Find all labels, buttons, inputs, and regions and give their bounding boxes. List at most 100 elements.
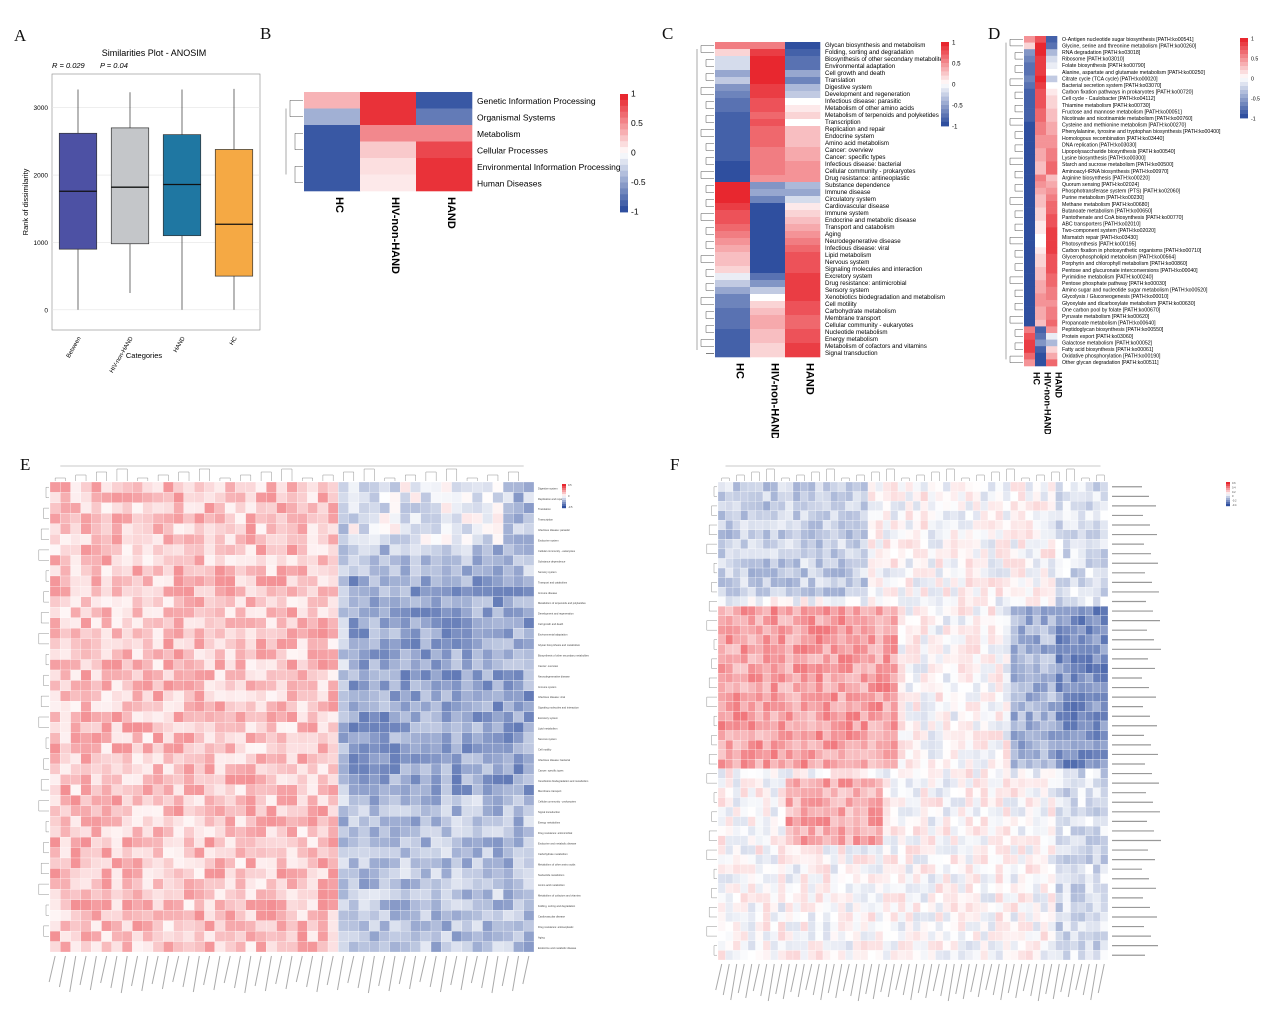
heatmap-cell (800, 491, 809, 502)
heatmap-cell (60, 795, 71, 806)
heatmap-cell (183, 711, 195, 723)
heatmap-cell (513, 513, 524, 524)
heatmap-cell (389, 722, 401, 733)
heatmap-cell (912, 816, 921, 827)
heatmap-cell (523, 586, 535, 598)
heatmap-cell (461, 889, 473, 900)
heatmap-cell (732, 864, 741, 875)
heatmap-cell (972, 711, 981, 722)
heatmap-cell (785, 182, 821, 190)
heatmap-cell (420, 513, 432, 524)
heatmap-cell (715, 133, 751, 141)
heatmap-cell (400, 899, 411, 911)
heatmap-cell (837, 730, 846, 741)
row-label: Environmental adaptation (538, 633, 568, 637)
heatmap-cell (750, 140, 786, 148)
heatmap-cell (142, 910, 154, 921)
heatmap-cell (416, 174, 473, 192)
heatmap-cell (235, 554, 246, 566)
heatmap-cell (472, 711, 483, 723)
heatmap-cell (276, 763, 287, 775)
heatmap-cell (214, 920, 226, 932)
heatmap-cell (972, 864, 981, 875)
heatmap-cell (255, 763, 267, 775)
heatmap-cell (235, 878, 246, 890)
heatmap-cell (513, 784, 524, 796)
row-label: Signal transduction (825, 350, 878, 357)
heatmap-cell (1047, 606, 1056, 616)
heatmap-cell (307, 878, 318, 890)
heatmap-cell (338, 638, 349, 650)
heatmap-cell (800, 567, 809, 578)
row-label: Glycolysis / Gluconeogenesis [PATH:ko000… (1062, 294, 1169, 300)
heatmap-cell (369, 878, 380, 890)
heatmap-cell (307, 596, 318, 608)
heatmap-cell (297, 607, 308, 618)
heatmap-cell (255, 722, 267, 733)
row-label: Replication and repair (538, 497, 563, 501)
heatmap-cell (815, 768, 824, 779)
heatmap-cell (338, 586, 349, 598)
heatmap-cell (1062, 854, 1071, 865)
heatmap-cell (1055, 567, 1064, 578)
heatmap-cell (286, 941, 298, 953)
heatmap-cell (121, 836, 133, 848)
row-label: Immune disease (825, 189, 871, 196)
heatmap-cell (1077, 787, 1086, 798)
heatmap-cell (121, 732, 133, 744)
heatmap-cell (338, 920, 349, 932)
heatmap-cell (286, 711, 298, 723)
heatmap-cell (255, 826, 267, 838)
heatmap-cell (482, 742, 493, 754)
heatmap-cell (920, 787, 929, 798)
heatmap-cell (882, 854, 891, 865)
heatmap-cell (942, 682, 951, 693)
heatmap-cell (777, 730, 786, 741)
heatmap-cell (420, 659, 432, 671)
heatmap-cell (1055, 529, 1064, 540)
heatmap-cells (717, 481, 1109, 961)
row-label: Citrate cycle (TCA cycle) [PATH:ko00020] (1062, 76, 1158, 82)
heatmap-cell (235, 816, 246, 827)
heatmap-cell (1047, 701, 1056, 712)
heatmap-cell (523, 722, 535, 733)
heatmap-cell (441, 889, 452, 900)
dendrogram-branch (1014, 342, 1023, 350)
dendrogram-branch (1014, 91, 1023, 99)
column-label-line (419, 955, 427, 983)
heatmap-cell (389, 596, 401, 608)
heatmap-cell (867, 606, 876, 616)
heatmap-cell (920, 835, 929, 846)
heatmap-cell (101, 669, 112, 681)
heatmap-cell (935, 587, 944, 597)
heatmap-cell (785, 266, 821, 274)
heatmap-cell (286, 784, 298, 796)
heatmap-cell (957, 673, 966, 683)
heatmap-cell (49, 554, 61, 566)
heatmap-cell (882, 481, 891, 492)
heatmap-cell (461, 941, 473, 953)
heatmap-cell (214, 857, 226, 869)
heatmap-cell (1024, 174, 1036, 182)
heatmap-cell (1092, 510, 1101, 521)
heatmap-cell (152, 617, 164, 629)
heatmap-cell (725, 720, 734, 731)
row-label: Endocrine and metabolic disease (825, 217, 917, 224)
heatmap-cell (266, 586, 277, 598)
heatmap-cell (111, 753, 123, 765)
heatmap-cell (860, 548, 869, 559)
heatmap-cell (410, 701, 421, 712)
heatmap-cell (897, 491, 906, 502)
heatmap-cell (513, 826, 524, 838)
heatmap-cell (1017, 663, 1026, 674)
heatmap-cell (369, 753, 380, 765)
heatmap-cell (1002, 529, 1011, 540)
legend-swatch (620, 176, 628, 183)
heatmap-cell (49, 805, 61, 817)
heatmap-cell (91, 554, 102, 566)
heatmap-cell (715, 336, 751, 344)
heatmap-cell (338, 899, 349, 911)
heatmap-cell (770, 739, 779, 750)
heatmap-cell (890, 787, 899, 798)
heatmap-cell (912, 720, 921, 731)
